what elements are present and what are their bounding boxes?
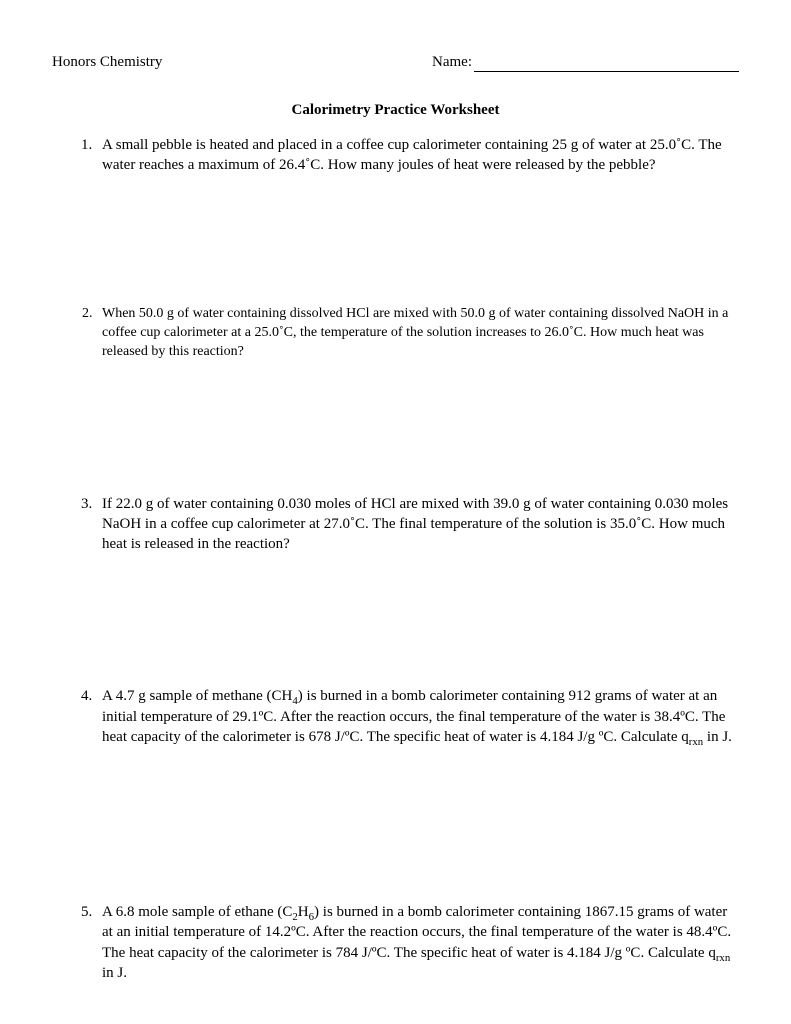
question-text: When 50.0 g of water containing dissolve… <box>102 306 728 359</box>
question-text: A 6.8 mole sample of ethane (C2H6) is bu… <box>102 904 731 981</box>
question-text: A 4.7 g sample of methane (CH4) is burne… <box>102 688 732 745</box>
name-field: Name: <box>432 52 739 72</box>
question-4: A 4.7 g sample of methane (CH4) is burne… <box>96 686 739 747</box>
header-row: Honors Chemistry Name: <box>52 52 739 72</box>
question-list: A small pebble is heated and placed in a… <box>52 135 739 984</box>
name-blank-line[interactable] <box>474 57 739 72</box>
course-label: Honors Chemistry <box>52 52 162 72</box>
question-1: A small pebble is heated and placed in a… <box>96 135 739 176</box>
question-5: A 6.8 mole sample of ethane (C2H6) is bu… <box>96 902 739 983</box>
question-2: When 50.0 g of water containing dissolve… <box>96 305 739 362</box>
name-label: Name: <box>432 52 472 72</box>
worksheet-title: Calorimetry Practice Worksheet <box>52 100 739 120</box>
question-text: If 22.0 g of water containing 0.030 mole… <box>102 496 728 553</box>
question-text: A small pebble is heated and placed in a… <box>102 137 722 173</box>
question-3: If 22.0 g of water containing 0.030 mole… <box>96 494 739 555</box>
